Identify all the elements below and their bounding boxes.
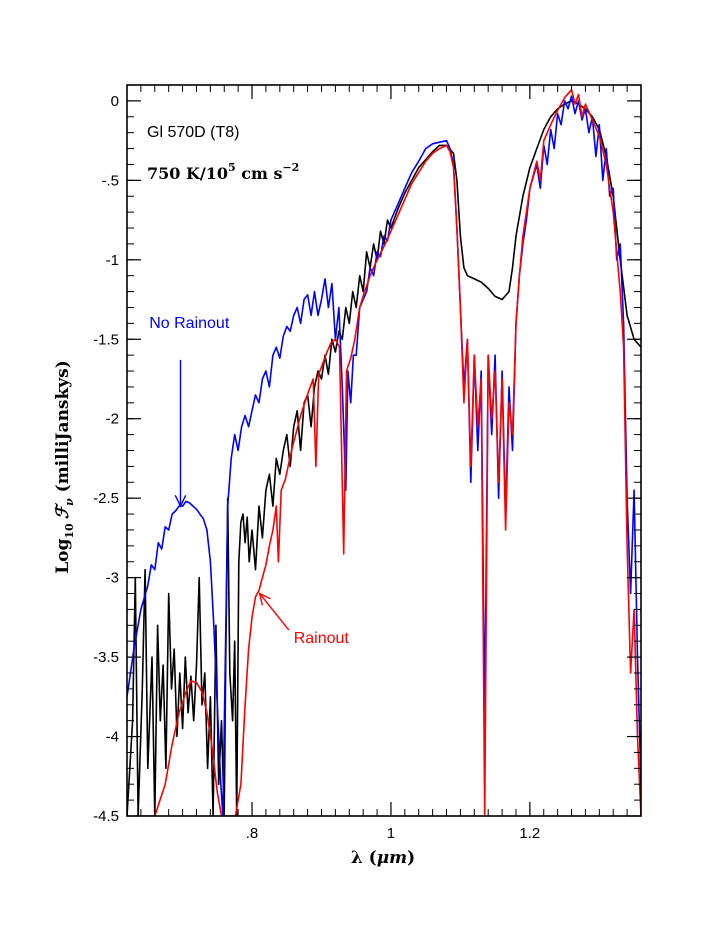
x-axis-label: λ (μm) — [351, 848, 415, 868]
y-axis-label: Log10ℱν (milliJanskys) — [53, 360, 76, 574]
annotation-arrowhead-1 — [258, 592, 271, 606]
ticks-layer — [127, 84, 642, 817]
annotation-arrowhead-0 — [174, 495, 187, 508]
annotation-arrow-1 — [259, 593, 290, 631]
annotation-layer: No Rainout Rainout — [149, 315, 349, 647]
y-tick-label-2: -1 — [106, 252, 119, 269]
y-tick-label-1: -.5 — [101, 172, 119, 189]
y-tick-label-6: -3 — [106, 570, 119, 587]
model-label-units: cm s — [236, 164, 283, 183]
object-label: Gl 570D (T8) — [147, 124, 239, 141]
tick-labels-layer: 0 -.5 -1 -1.5 -2 -2.5 -3 -3.5 -4 -4.5 .8 1 1.2 — [93, 93, 540, 842]
series-line-1 — [127, 95, 641, 816]
x-tick-label-0: .8 — [246, 825, 259, 842]
y-tick-label-5: -2.5 — [93, 490, 119, 507]
x-tick-label-1: 1 — [387, 825, 395, 842]
x-tick-label-2: 1.2 — [519, 825, 540, 842]
x-axis-unit: μm — [377, 848, 407, 868]
y-tick-label-9: -4.5 — [93, 808, 119, 825]
y-tick-label-0: 0 — [111, 93, 119, 110]
y-tick-label-3: -1.5 — [93, 331, 119, 348]
annotation-label-0: No Rainout — [149, 315, 230, 332]
y-tick-label-8: -4 — [106, 729, 119, 746]
y-tick-label-7: -3.5 — [93, 649, 119, 666]
model-label: 750 K/105 cm s−2 — [147, 161, 299, 183]
y-tick-label-4: -2 — [106, 411, 119, 428]
model-label-temp: 750 K/10 — [147, 164, 228, 183]
x-axis-symbol: λ — [351, 848, 363, 868]
series-line-2 — [140, 89, 641, 816]
model-label-exp: 5 — [228, 161, 236, 174]
annotation-label-1: Rainout — [294, 630, 350, 647]
plot-frame — [126, 84, 642, 817]
series-layer — [127, 89, 641, 816]
y-axis-flux-symbol: ℱ — [53, 502, 73, 519]
y-axis-unit: (milliJanskys) — [53, 360, 73, 498]
series-line-0 — [127, 100, 641, 816]
model-label-units-exp: −2 — [282, 161, 299, 174]
